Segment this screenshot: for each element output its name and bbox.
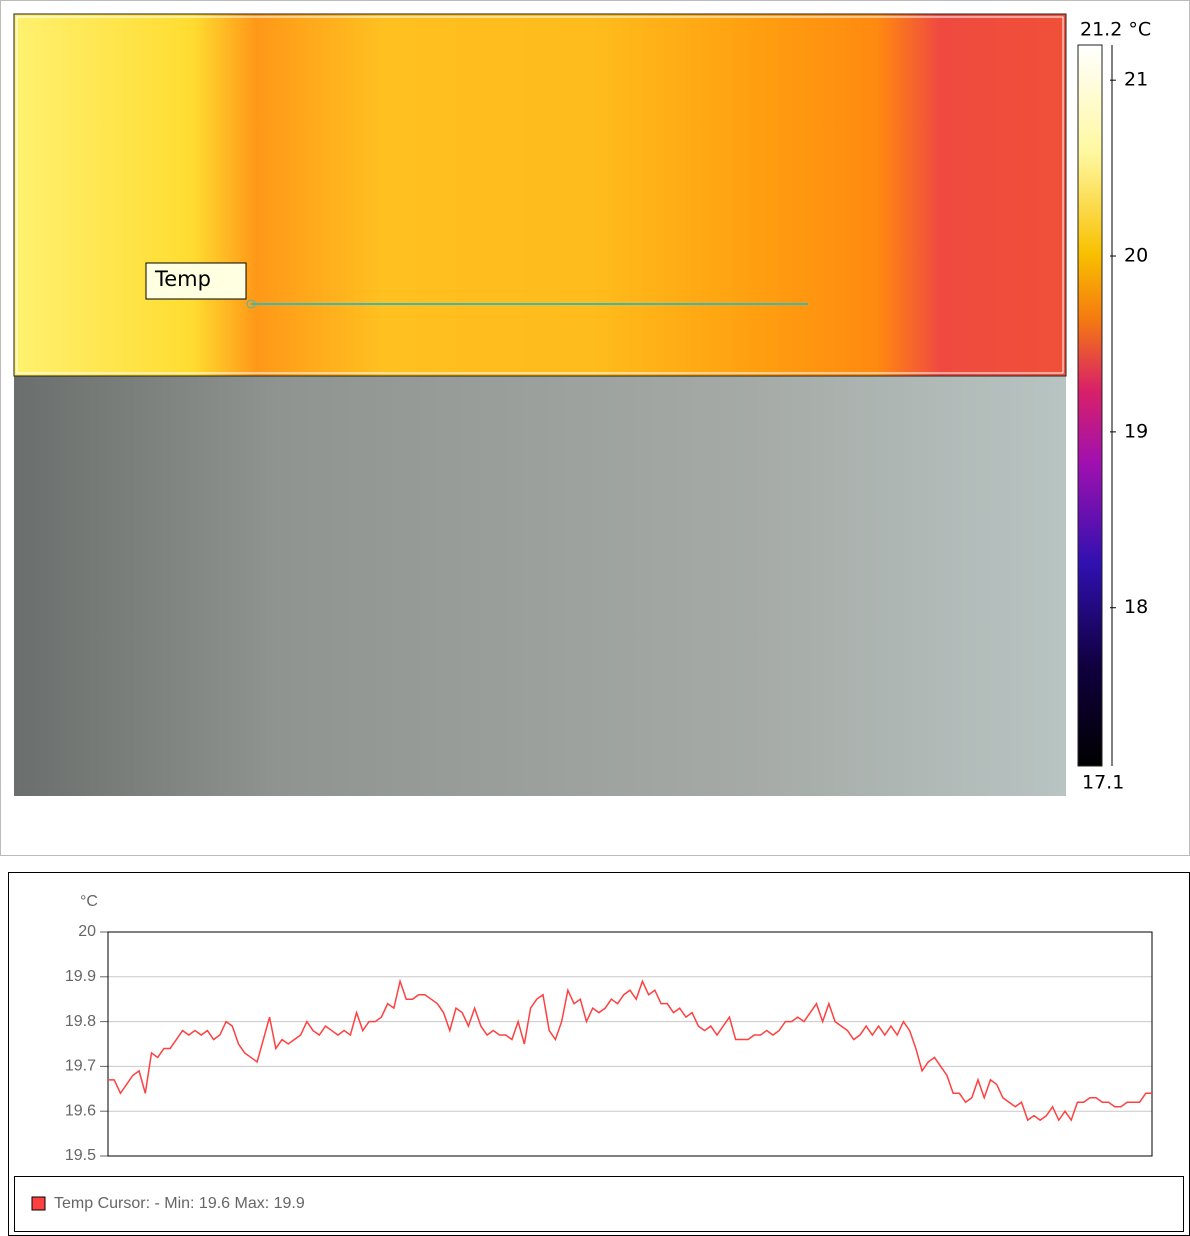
y-tick-label: 20 bbox=[78, 923, 96, 940]
overlay-frame bbox=[16, 16, 1064, 374]
y-tick-label: 19.7 bbox=[65, 1058, 96, 1075]
chart-panel bbox=[8, 872, 1190, 1236]
scale-tick-label: 21 bbox=[1124, 69, 1148, 91]
legend bbox=[14, 1176, 1184, 1232]
cursor-label-box bbox=[145, 262, 247, 300]
thermal-overlay[interactable] bbox=[13, 13, 1067, 377]
scale-tick-label: 19 bbox=[1124, 420, 1148, 442]
y-tick-label: 19.5 bbox=[65, 1147, 96, 1164]
scale-tick-label: 18 bbox=[1124, 596, 1148, 618]
legend-label: Temp Cursor: - Min: 19.6 Max: 19.9 bbox=[54, 1195, 305, 1212]
series-line bbox=[108, 978, 1152, 1122]
y-tick-label: 19.6 bbox=[65, 1102, 96, 1119]
cursor-label: Temp bbox=[154, 267, 211, 291]
scale-max: 21.2 °C bbox=[1080, 19, 1151, 41]
scale-tick-label: 20 bbox=[1124, 245, 1148, 267]
plot-area bbox=[107, 931, 1153, 1157]
cursor-handle[interactable] bbox=[246, 299, 256, 309]
visual-photo bbox=[14, 376, 1066, 796]
scale-min: 17.1 bbox=[1082, 772, 1124, 794]
y-tick-label: 19.8 bbox=[65, 1013, 96, 1030]
legend-swatch bbox=[31, 1196, 46, 1211]
y-axis-label: °C bbox=[80, 893, 98, 910]
color-scale bbox=[1077, 44, 1103, 767]
y-tick-label: 19.9 bbox=[65, 968, 96, 985]
